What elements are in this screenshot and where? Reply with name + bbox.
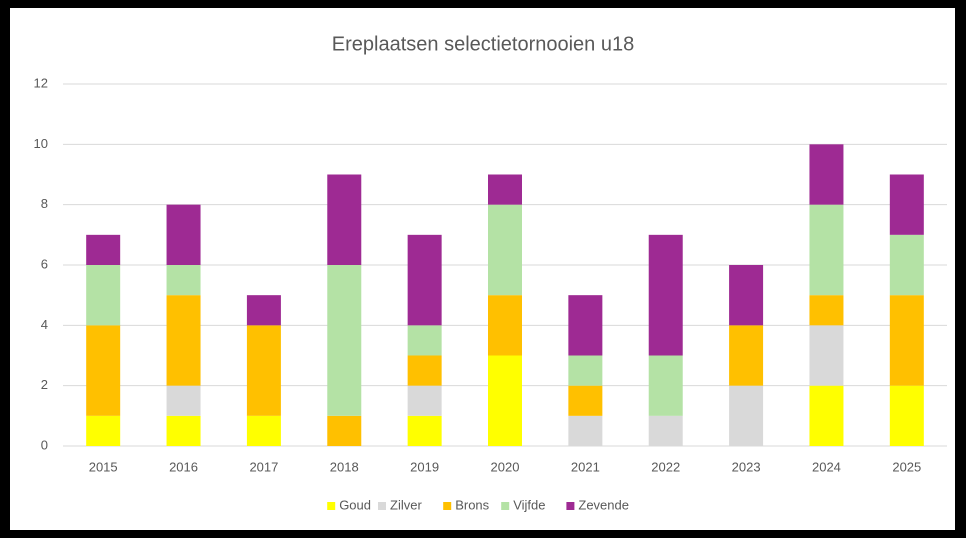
y-tick-label: 8 [41,196,48,211]
bar-segment [407,325,442,356]
bar-segment [729,385,764,446]
legend-swatch [443,502,452,510]
bar-segment [407,385,442,416]
legend-swatch [501,502,510,510]
x-tick-label: 2022 [651,459,680,474]
y-tick-label: 4 [41,317,48,332]
x-tick-label: 2024 [812,459,841,474]
bar-segment [889,174,924,235]
bar-segment [246,415,281,446]
bar-segment [327,415,362,446]
y-tick-label: 0 [41,437,48,452]
bar-segment [648,415,683,446]
bar-segment [488,355,522,446]
bar-segment [809,295,844,326]
legend-swatch [327,502,336,510]
x-tick-label: 2019 [410,459,439,474]
bar-segment [809,385,844,446]
bar-segment [407,355,442,386]
bar-segment [729,265,764,326]
bar-segment [246,295,281,326]
bar-segment [246,325,281,416]
bar-segment [488,295,522,356]
bar-segment [86,325,121,416]
bar-segment [166,415,201,446]
legend-swatch [566,502,575,510]
bar-segment [488,174,522,205]
bar-segment [568,415,603,446]
legend-label: Zilver [390,497,422,512]
x-tick-label: 2016 [169,459,198,474]
bar-segment [407,234,442,326]
bar-segment [889,385,924,446]
bar-segment [327,265,362,416]
legend-label: Brons [455,497,489,512]
bar-segment [488,204,522,296]
legend-label: Vijfde [513,497,545,512]
bar-segment [166,295,201,386]
bar-segment [809,204,844,296]
y-tick-label: 2 [41,377,48,392]
bar-segment [407,415,442,446]
y-tick-label: 10 [34,136,48,151]
bar-segment [86,415,121,446]
bar-segment [809,144,844,205]
x-tick-label: 2018 [330,459,359,474]
bar-segment [648,234,683,356]
x-tick-label: 2020 [491,459,520,474]
chart-title: Ereplaatsen selectietornooien u18 [332,33,634,55]
legend-label: Goud [339,497,371,512]
x-tick-label: 2023 [732,459,761,474]
bar-segment [568,385,603,416]
bar-segment [86,265,121,326]
legend-label: Zevende [578,497,629,512]
x-tick-label: 2025 [892,459,921,474]
x-tick-label: 2015 [89,459,118,474]
x-tick-label: 2017 [249,459,278,474]
legend-swatch [378,502,386,510]
bar-segment [327,174,362,265]
bar-segment [809,325,844,386]
y-tick-label: 12 [34,75,48,90]
bar-segment [166,265,201,296]
y-tick-label: 6 [41,256,48,271]
x-tick-label: 2021 [571,459,600,474]
bar-segment [889,234,924,296]
bar-segment [86,234,121,265]
bar-segment [568,355,603,386]
bar-segment [568,295,603,356]
bar-segment [729,325,764,386]
bar-segment [166,385,201,416]
bar-segment [648,355,683,416]
bar-segment [889,295,924,386]
bar-segment [166,204,201,265]
